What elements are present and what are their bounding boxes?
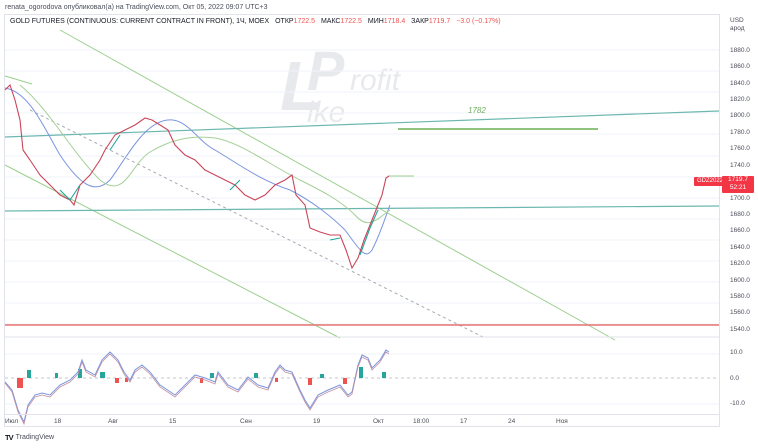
change-value: −3.0 (−0.17%) (456, 18, 501, 25)
symbol-name: GOLD FUTURES (CONTINUOUS: CURRENT CONTRA… (10, 18, 270, 25)
time-tick: Июл (5, 418, 19, 425)
time-tick: Авг (108, 418, 119, 425)
unit: арод (730, 25, 745, 32)
price-tick: 1780.0 (730, 129, 750, 136)
time-tick: 18:00 (413, 418, 430, 425)
price-tick: 1800.0 (730, 112, 750, 119)
time-tick: 17 (460, 418, 468, 425)
price-tick: 1860.0 (730, 63, 750, 70)
last-price-value: 1719.7 (728, 176, 748, 183)
time-axis[interactable] (4, 414, 720, 428)
price-tick: 1760.0 (730, 145, 750, 152)
oscillator-slow-line (4, 351, 390, 426)
last-price-tag: 1719.7 52:21 (722, 176, 754, 193)
time-tick: 15 (169, 418, 177, 425)
tradingview-name: TradingView (15, 434, 55, 441)
open-value: 1722.5 (293, 18, 315, 25)
rising-resistance-line[interactable] (4, 110, 720, 138)
time-tick: Ноя (556, 418, 568, 425)
price-tick: 1740.0 (730, 162, 750, 169)
low-label: МИН (367, 18, 384, 25)
open-label: ОТКР (275, 18, 294, 25)
oscillator-tick: 0.0 (730, 375, 740, 382)
low-value: 1718.4 (383, 18, 406, 25)
price-tick: 1880.0 (730, 47, 750, 54)
time-tick: Сен (240, 418, 252, 425)
dashed-midline (29, 109, 486, 339)
tradingview-logo-icon: TV (5, 433, 14, 442)
watermark-l: L (280, 47, 323, 125)
target-level-label: 1782 (468, 106, 486, 115)
time-tick: 19 (313, 418, 321, 425)
price-tick: 1540.0 (730, 326, 750, 333)
price-axis[interactable] (720, 14, 758, 427)
tradingview-branding[interactable]: TV TradingView (5, 433, 54, 442)
publisher-line: renata_ogorodova опубликовал(а) на Tradi… (5, 4, 268, 11)
price-tick: 1840.0 (730, 80, 750, 87)
bar-countdown: 52:21 (729, 184, 747, 191)
currency: USD (730, 17, 744, 24)
price-tick: 1660.0 (730, 227, 750, 234)
oscillator-tick: -10.0 (730, 400, 745, 407)
price-tick: 1820.0 (730, 96, 750, 103)
oscillator-tick: 10.0 (730, 349, 743, 356)
price-series (4, 83, 390, 270)
horizontal-support-line[interactable] (4, 205, 720, 212)
trend-channel[interactable] (4, 29, 616, 341)
up-candles (59, 134, 379, 256)
price-tick: 1620.0 (730, 260, 750, 267)
oscillator-histogram (17, 367, 386, 388)
symbol-tag: GDZ2022 (694, 177, 727, 186)
high-label: МАКС (320, 18, 341, 25)
symbol-legend: GOLD FUTURES (CONTINUOUS: CURRENT CONTRA… (10, 18, 501, 25)
chart-frame[interactable] (4, 14, 720, 427)
close-label: ЗАКР (411, 18, 429, 25)
close-value: 1719.7 (428, 18, 451, 25)
grid-lines (5, 49, 719, 405)
fast-moving-average (4, 87, 391, 255)
price-tick: 1560.0 (730, 309, 750, 316)
price-tick: 1680.0 (730, 211, 750, 218)
slow-moving-average (19, 84, 391, 224)
currency-label: USD арод (730, 17, 745, 33)
price-tick: 1600.0 (730, 277, 750, 284)
time-tick: 18 (54, 418, 62, 425)
time-tick: Окт (373, 418, 384, 425)
price-tick: 1580.0 (730, 293, 750, 300)
time-tick: 24 (508, 418, 516, 425)
price-tick: 1700.0 (730, 195, 750, 202)
price-tick: 1640.0 (730, 244, 750, 251)
oscillator-fast-line (4, 349, 390, 424)
high-value: 1722.5 (340, 18, 362, 25)
